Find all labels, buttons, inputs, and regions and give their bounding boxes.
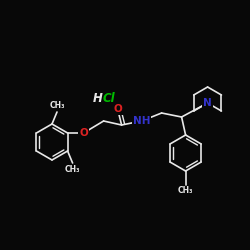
Text: H: H (93, 92, 103, 104)
Text: CH₃: CH₃ (178, 186, 193, 195)
Text: Cl: Cl (103, 92, 116, 104)
Text: N: N (203, 98, 212, 108)
Text: CH₃: CH₃ (65, 165, 80, 174)
Text: O: O (113, 104, 122, 114)
Text: CH₃: CH₃ (49, 101, 65, 110)
Text: O: O (79, 128, 88, 138)
Text: NH: NH (133, 116, 150, 126)
